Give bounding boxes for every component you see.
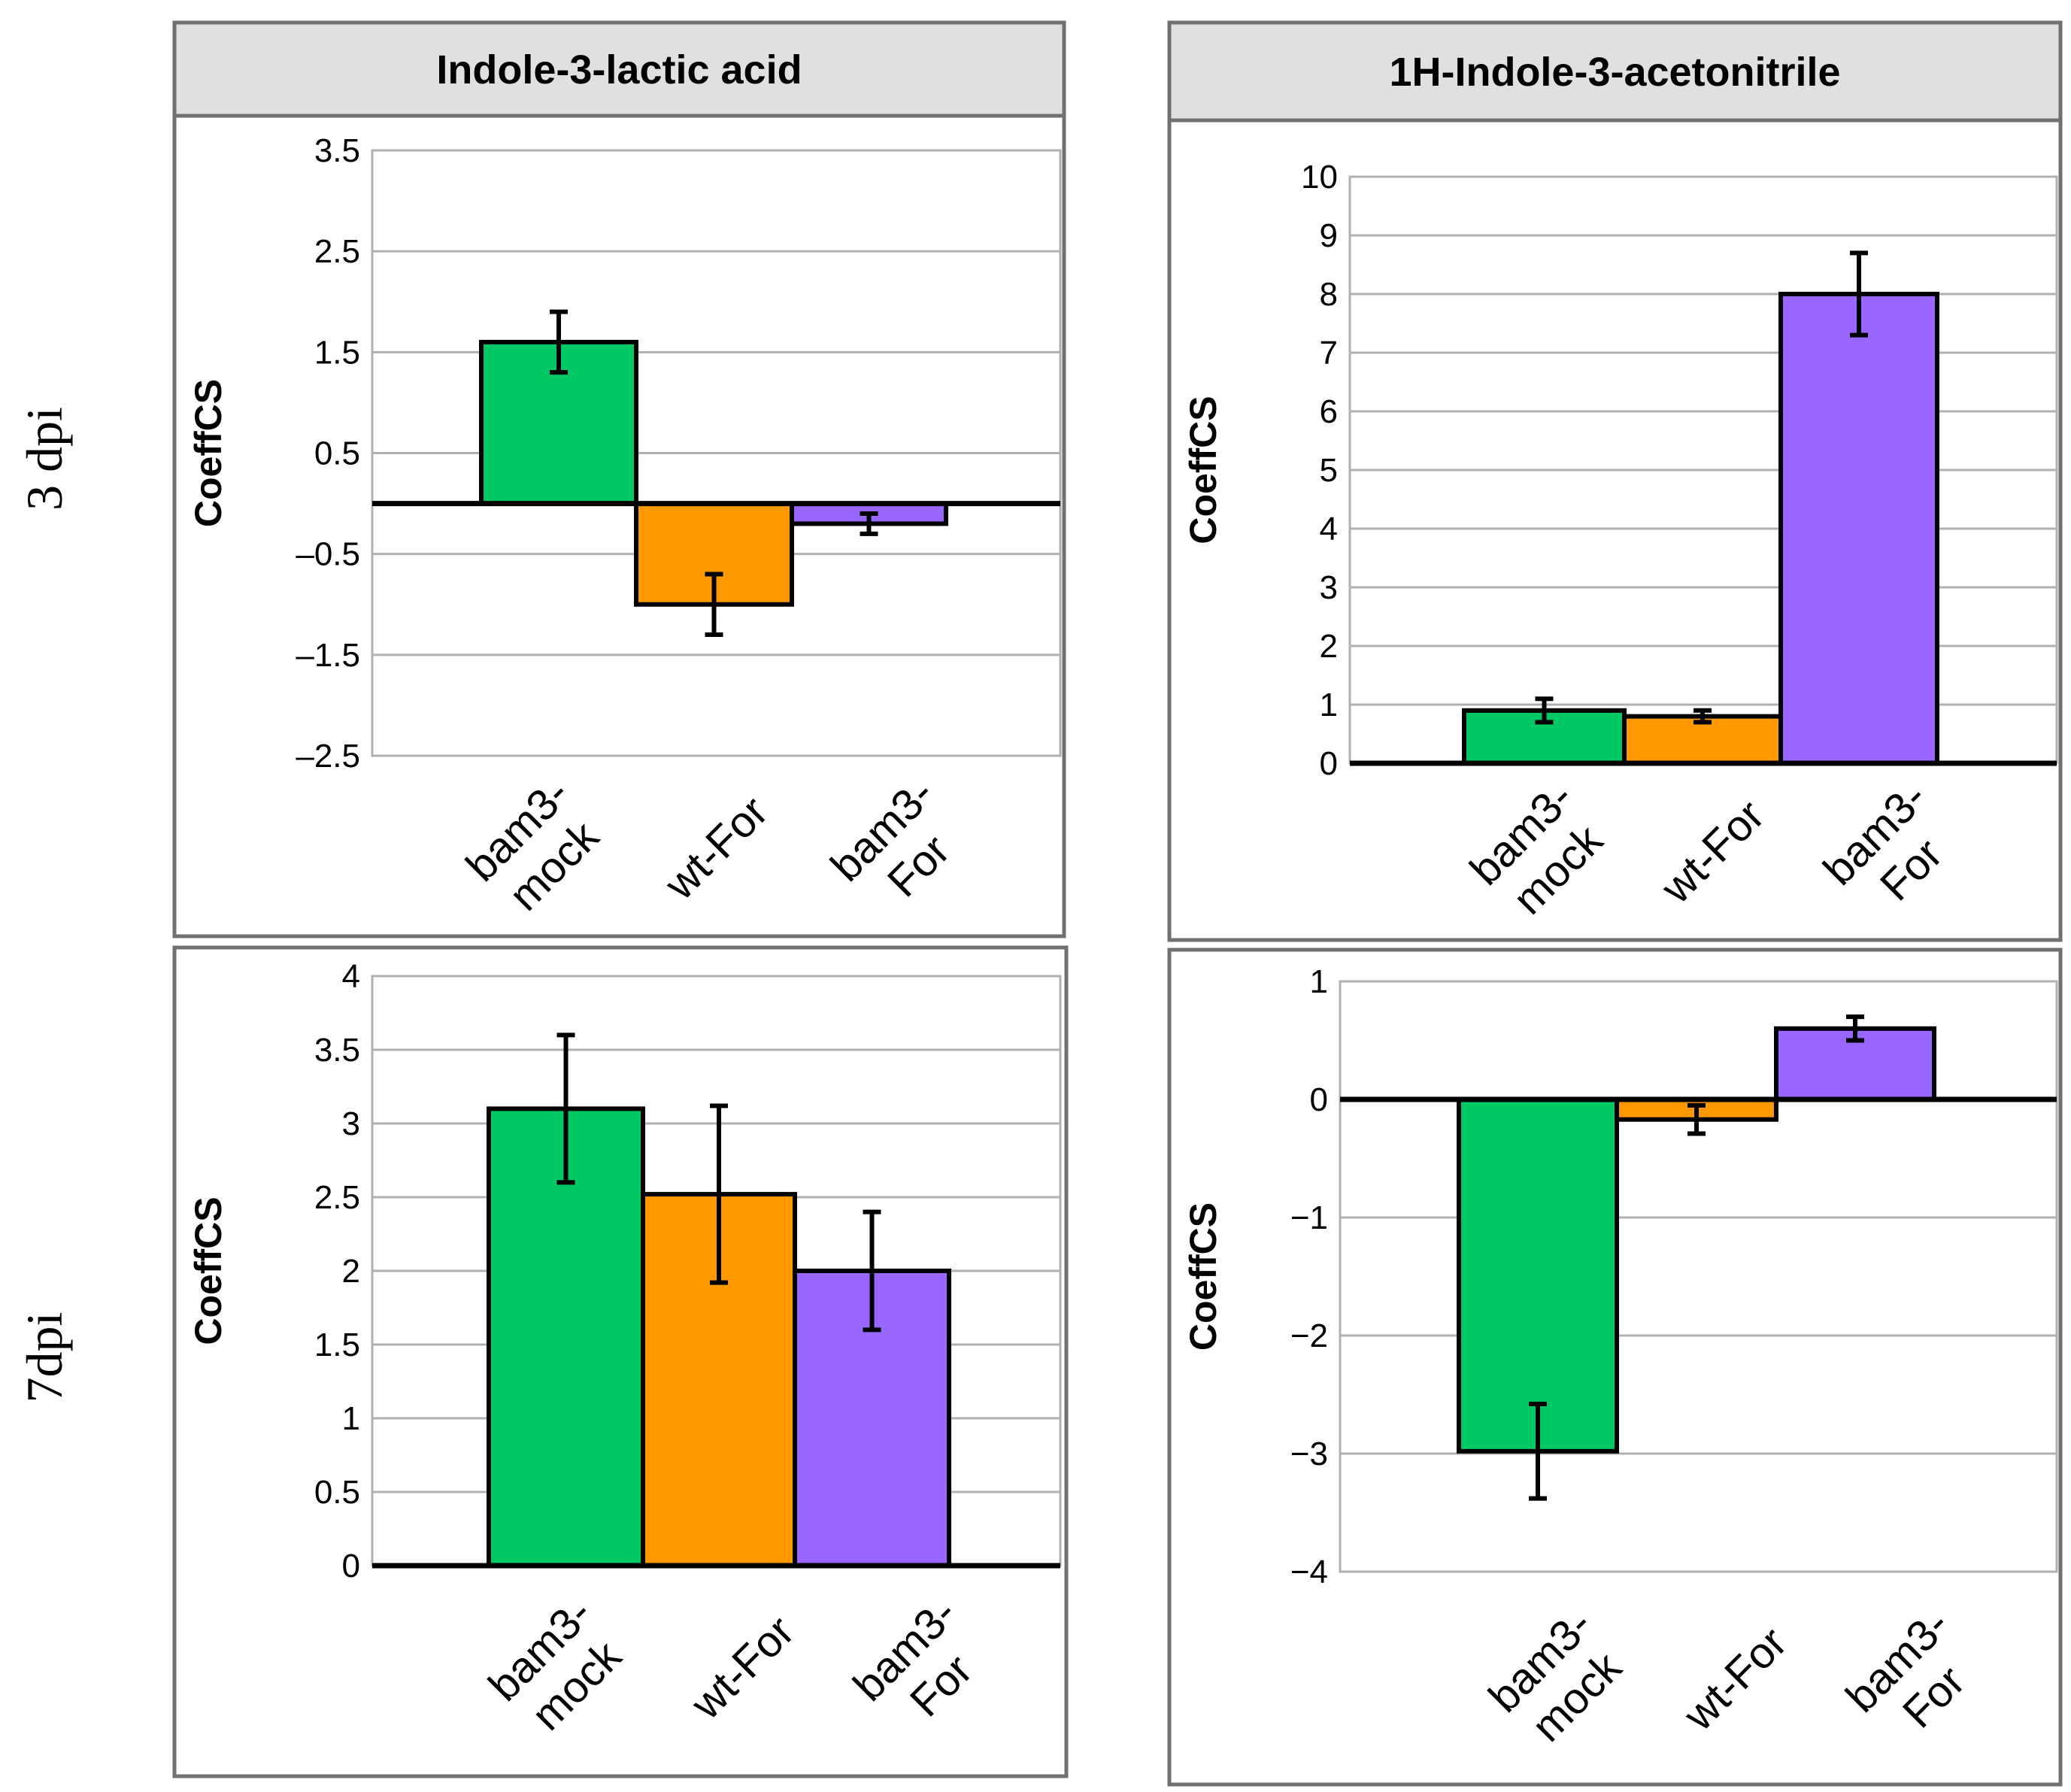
error-bar-wt-For: [705, 572, 723, 637]
y-tick-label: –0.5: [296, 536, 360, 573]
y-tick-label: 4: [342, 958, 360, 995]
y-tick-label: 4: [1320, 511, 1338, 547]
y-tick-label: 3: [1320, 569, 1338, 606]
y-tick-label: 2.5: [314, 1179, 360, 1216]
error-bar-wt-For: [710, 1103, 728, 1285]
bar-bam3-mock: [1457, 1097, 1619, 1454]
y-tick-label: 3: [342, 1105, 360, 1142]
y-tick-label: 3.5: [314, 1032, 360, 1069]
error-bar-bam3-For: [860, 511, 878, 536]
row-label-7dpi: 7dpi: [16, 1312, 73, 1403]
y-tick-label: 9: [1320, 217, 1338, 254]
bar-bam3-mock: [487, 1106, 645, 1568]
y-tick-label: 0.5: [314, 435, 360, 472]
y-tick-label: 1.5: [314, 334, 360, 371]
error-bar-bam3-mock: [556, 1032, 575, 1185]
error-bar-wt-For: [1693, 708, 1712, 725]
error-bar-wt-For: [1687, 1102, 1706, 1136]
y-tick-label: −1: [1290, 1199, 1328, 1236]
y-axis-label: CoeffCS: [1182, 1202, 1224, 1351]
y-tick-label: −4: [1290, 1554, 1328, 1590]
y-tick-label: 2.5: [314, 233, 360, 270]
y-tick-label: 1: [1310, 963, 1328, 1000]
y-tick-label: –2.5: [296, 738, 360, 775]
bar-bam3-For: [1778, 292, 1939, 766]
y-tick-label: 8: [1320, 276, 1338, 313]
panel-title: 1H-Indole-3-acetonitrile: [1389, 50, 1840, 95]
y-axis-label: CoeffCS: [187, 379, 229, 527]
y-tick-label: 0.5: [314, 1474, 360, 1511]
row-label-3dpi: 3 dpi: [16, 407, 73, 511]
y-tick-label: –1.5: [296, 637, 360, 674]
error-bar-bam3-mock: [1529, 1402, 1547, 1501]
y-tick-label: 6: [1320, 393, 1338, 430]
y-tick-label: 0: [342, 1548, 360, 1584]
y-tick-label: 7: [1320, 335, 1338, 371]
y-tick-label: 2: [1320, 628, 1338, 665]
y-tick-label: 3.5: [314, 132, 360, 169]
y-axis-label: CoeffCS: [1182, 396, 1224, 544]
y-tick-label: 0: [1320, 745, 1338, 782]
error-bar-bam3-mock: [1535, 696, 1554, 725]
y-tick-label: 2: [342, 1253, 360, 1290]
y-tick-label: 10: [1301, 159, 1338, 196]
panel-header: [172, 20, 1066, 118]
y-tick-label: 1: [342, 1400, 360, 1437]
error-bar-bam3-mock: [550, 309, 568, 375]
error-bar-bam3-For: [863, 1209, 881, 1333]
panel-header: [1167, 20, 2063, 123]
chart-panels: Indole-3-lactic acid 3.5 2.5 1.5 0.5 –0.5 –1.5…: [172, 20, 2063, 1787]
y-axis-label: CoeffCS: [187, 1196, 229, 1345]
panel-title: Indole-3-lactic acid: [436, 47, 802, 92]
y-tick-label: −2: [1290, 1317, 1328, 1354]
y-tick-label: 1: [1320, 687, 1338, 723]
chart-panel-1: 1H-Indole-3-acetonitrile109876543210Coef…: [1167, 20, 2063, 942]
y-tick-label: 1.5: [314, 1327, 360, 1363]
y-tick-label: −3: [1290, 1436, 1328, 1472]
chart-panel-0: Indole-3-lactic acid 3.5 2.5 1.5 0.5 –0.5 –1.5…: [172, 20, 1066, 938]
y-tick-label: 0: [1310, 1081, 1328, 1118]
error-bar-bam3-For: [1850, 250, 1868, 338]
error-bar-bam3-For: [1846, 1014, 1864, 1043]
y-tick-label: 5: [1320, 452, 1338, 489]
